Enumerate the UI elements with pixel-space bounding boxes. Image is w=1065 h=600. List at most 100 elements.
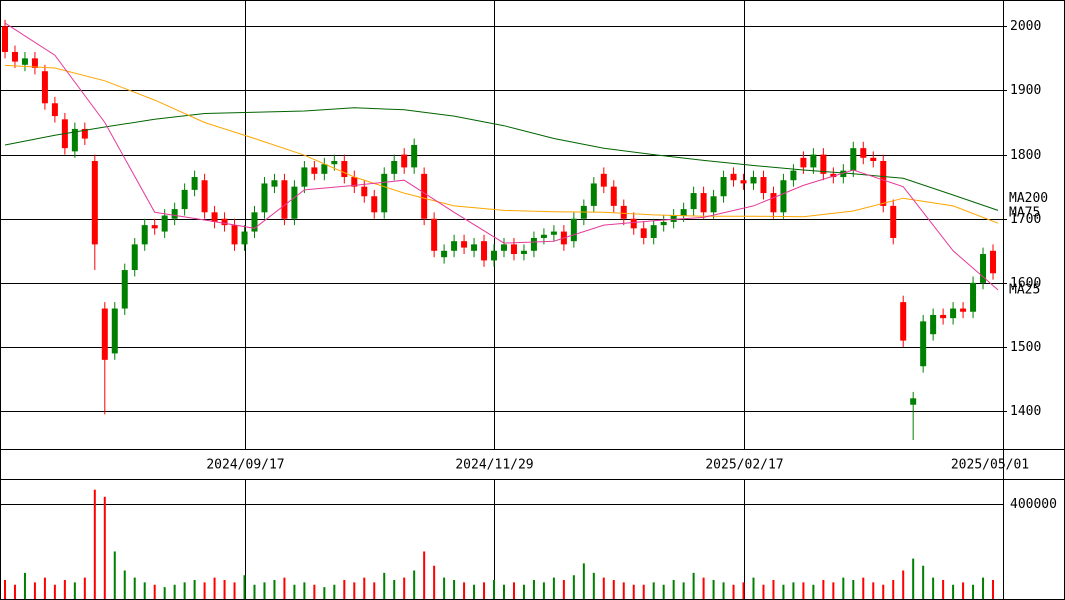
candle-body [990,250,997,274]
volume-bar [33,582,36,599]
volume-bar [343,579,346,599]
moving-average-line [4,22,999,291]
candle-body [770,193,777,213]
volume-bar [433,565,436,599]
volume-bar [13,584,16,599]
volume-bar [413,570,416,599]
volume-bar [792,582,795,599]
volume-bar [173,584,176,599]
candle-body [461,241,468,248]
volume-bar [363,577,366,599]
volume-bar [522,584,525,599]
candle-body [680,209,687,216]
candle-body [251,212,258,232]
candle-body [391,160,398,174]
volume-bar [143,582,146,599]
volume-bar [393,579,396,599]
volume-bar [323,587,326,599]
candle-body [740,180,747,184]
volume-bar [822,579,825,599]
candle-body [241,231,248,245]
candle-body [371,196,378,213]
candle-body [151,225,158,229]
volume-bar [213,577,216,599]
candle-body [570,218,577,242]
candle-body [201,180,208,213]
candle-body [860,148,867,158]
moving-average-line [4,107,999,211]
volume-bar [263,582,266,599]
candle-body [51,103,58,117]
candle-body [630,218,637,229]
candle-body [980,254,987,283]
volume-bar [722,582,725,599]
volume-bar [273,579,276,599]
candle-body [21,58,28,65]
volume-bar [562,579,565,599]
candle-body [590,183,597,206]
volume-bar [123,570,126,599]
volume-bar [582,563,585,599]
candle-body [940,314,947,319]
candle-body [491,250,498,261]
volume-bar [353,582,356,599]
volume-bar [233,582,236,599]
candle-body [900,302,907,341]
volume-bar [383,572,386,599]
volume-bar [612,579,615,599]
candle-body [441,250,448,258]
volume-bar [962,582,965,599]
y-tick-label: 1800 [1010,148,1041,163]
volume-bar [283,577,286,599]
candle-body [101,308,108,360]
candle-body [381,173,388,213]
candle-body [910,398,917,405]
volume-bar [512,582,515,599]
candle-body [121,270,128,309]
volume-bar [632,584,635,599]
volume-bar [672,579,675,599]
volume-bar [253,584,256,599]
volume-bar [313,584,316,599]
moving-average-label: MA75 [1009,206,1040,221]
volume-bar [692,572,695,599]
candle-body [850,148,857,171]
candle-body [960,308,967,312]
volume-bar [652,582,655,599]
volume-bar [293,584,296,599]
volume-bar [93,489,96,599]
volume-bar [702,577,705,599]
candle-body [620,205,627,219]
volume-bar [572,575,575,599]
candle-body [820,154,827,174]
candle-body [411,144,418,168]
volume-bar [53,584,56,599]
volume-bar [892,579,895,599]
volume-bar [133,577,136,599]
volume-bar [113,551,116,599]
candle-body [111,308,118,354]
candle-body [311,167,318,174]
candle-body [91,160,98,245]
volume-bar [373,582,376,599]
candle-body [41,71,48,104]
volume-bar [682,582,685,599]
volume-bar [552,577,555,599]
candle-body [880,160,887,206]
volume-bar [842,577,845,599]
candle-body [800,157,807,168]
volume-bar [882,584,885,599]
volume-bar [762,584,765,599]
candle-body [660,221,667,226]
candle-body [1,26,8,52]
volume-bar [712,579,715,599]
candle-body [361,186,368,197]
candle-body [171,209,178,219]
candle-body [131,244,138,271]
candle-body [790,170,797,181]
volume-bar [772,579,775,599]
moving-average-label: MA200 [1009,191,1048,206]
y-tick-label: 1500 [1010,340,1041,355]
